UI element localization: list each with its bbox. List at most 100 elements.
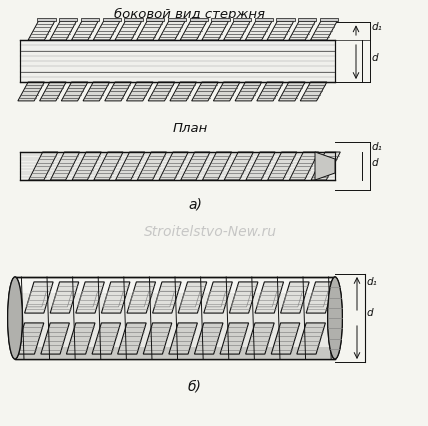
Polygon shape bbox=[83, 82, 110, 101]
Text: d₁: d₁ bbox=[367, 277, 378, 287]
Polygon shape bbox=[105, 82, 131, 101]
Ellipse shape bbox=[8, 277, 22, 359]
Polygon shape bbox=[211, 18, 229, 21]
Polygon shape bbox=[61, 82, 88, 101]
Polygon shape bbox=[76, 282, 104, 313]
Polygon shape bbox=[297, 323, 325, 354]
Polygon shape bbox=[94, 152, 123, 180]
Polygon shape bbox=[298, 18, 316, 21]
Polygon shape bbox=[194, 323, 223, 354]
Polygon shape bbox=[137, 21, 163, 40]
Polygon shape bbox=[118, 323, 146, 354]
Polygon shape bbox=[115, 21, 142, 40]
Polygon shape bbox=[103, 18, 121, 21]
Polygon shape bbox=[18, 82, 45, 101]
Polygon shape bbox=[146, 18, 164, 21]
Polygon shape bbox=[169, 323, 197, 354]
Polygon shape bbox=[153, 282, 181, 313]
Ellipse shape bbox=[8, 277, 22, 359]
Polygon shape bbox=[220, 323, 249, 354]
Polygon shape bbox=[257, 82, 283, 101]
Polygon shape bbox=[246, 323, 274, 354]
Polygon shape bbox=[224, 152, 253, 180]
Polygon shape bbox=[255, 18, 273, 21]
Polygon shape bbox=[15, 323, 44, 354]
Polygon shape bbox=[124, 18, 143, 21]
Polygon shape bbox=[41, 323, 69, 354]
Polygon shape bbox=[127, 82, 153, 101]
Bar bbox=[20, 152, 335, 180]
Polygon shape bbox=[59, 18, 77, 21]
Text: б): б) bbox=[188, 379, 202, 393]
Polygon shape bbox=[311, 21, 337, 40]
Polygon shape bbox=[66, 323, 95, 354]
Text: d: d bbox=[372, 158, 379, 168]
Polygon shape bbox=[39, 82, 66, 101]
Polygon shape bbox=[81, 18, 99, 21]
Polygon shape bbox=[190, 18, 208, 21]
Polygon shape bbox=[37, 18, 56, 21]
Polygon shape bbox=[289, 21, 315, 40]
Polygon shape bbox=[92, 323, 121, 354]
Polygon shape bbox=[246, 152, 275, 180]
Polygon shape bbox=[204, 282, 232, 313]
Polygon shape bbox=[255, 282, 283, 313]
Polygon shape bbox=[289, 152, 318, 180]
Ellipse shape bbox=[327, 277, 342, 359]
Text: а): а) bbox=[188, 197, 202, 211]
Polygon shape bbox=[24, 282, 53, 313]
Polygon shape bbox=[170, 82, 196, 101]
Polygon shape bbox=[229, 282, 258, 313]
Polygon shape bbox=[268, 152, 297, 180]
Polygon shape bbox=[300, 82, 327, 101]
Polygon shape bbox=[311, 152, 340, 180]
Polygon shape bbox=[143, 323, 172, 354]
Bar bbox=[15, 277, 335, 359]
Polygon shape bbox=[148, 82, 175, 101]
Polygon shape bbox=[202, 152, 232, 180]
Polygon shape bbox=[116, 152, 145, 180]
Polygon shape bbox=[192, 82, 218, 101]
Polygon shape bbox=[71, 21, 98, 40]
Polygon shape bbox=[267, 21, 294, 40]
Polygon shape bbox=[224, 21, 250, 40]
Text: Stroitelstvo-New.ru: Stroitelstvo-New.ru bbox=[143, 225, 276, 239]
Text: d₁: d₁ bbox=[372, 22, 383, 32]
Polygon shape bbox=[93, 21, 120, 40]
Text: d: d bbox=[367, 308, 374, 318]
Polygon shape bbox=[180, 21, 207, 40]
Polygon shape bbox=[50, 21, 77, 40]
Polygon shape bbox=[51, 152, 80, 180]
Polygon shape bbox=[202, 21, 229, 40]
Polygon shape bbox=[306, 282, 335, 313]
Text: План: План bbox=[172, 121, 208, 135]
Polygon shape bbox=[281, 282, 309, 313]
Polygon shape bbox=[178, 282, 207, 313]
Bar bbox=[20, 40, 335, 82]
Polygon shape bbox=[320, 18, 338, 21]
Polygon shape bbox=[72, 152, 101, 180]
Polygon shape bbox=[101, 282, 130, 313]
Bar bbox=[15, 279, 335, 294]
Text: боковой вид стержня: боковой вид стержня bbox=[115, 8, 265, 20]
Polygon shape bbox=[315, 152, 335, 180]
Polygon shape bbox=[271, 323, 300, 354]
Polygon shape bbox=[137, 152, 166, 180]
Polygon shape bbox=[279, 82, 305, 101]
Polygon shape bbox=[181, 152, 210, 180]
Polygon shape bbox=[50, 282, 79, 313]
Polygon shape bbox=[28, 21, 55, 40]
Polygon shape bbox=[233, 18, 251, 21]
Bar bbox=[15, 347, 335, 359]
Text: d₁: d₁ bbox=[372, 142, 383, 152]
Polygon shape bbox=[158, 21, 185, 40]
Polygon shape bbox=[127, 282, 155, 313]
Polygon shape bbox=[214, 82, 240, 101]
Polygon shape bbox=[159, 152, 188, 180]
Polygon shape bbox=[235, 82, 262, 101]
Polygon shape bbox=[245, 21, 272, 40]
Polygon shape bbox=[276, 18, 295, 21]
Polygon shape bbox=[29, 152, 58, 180]
Polygon shape bbox=[168, 18, 186, 21]
Text: d: d bbox=[372, 53, 379, 63]
